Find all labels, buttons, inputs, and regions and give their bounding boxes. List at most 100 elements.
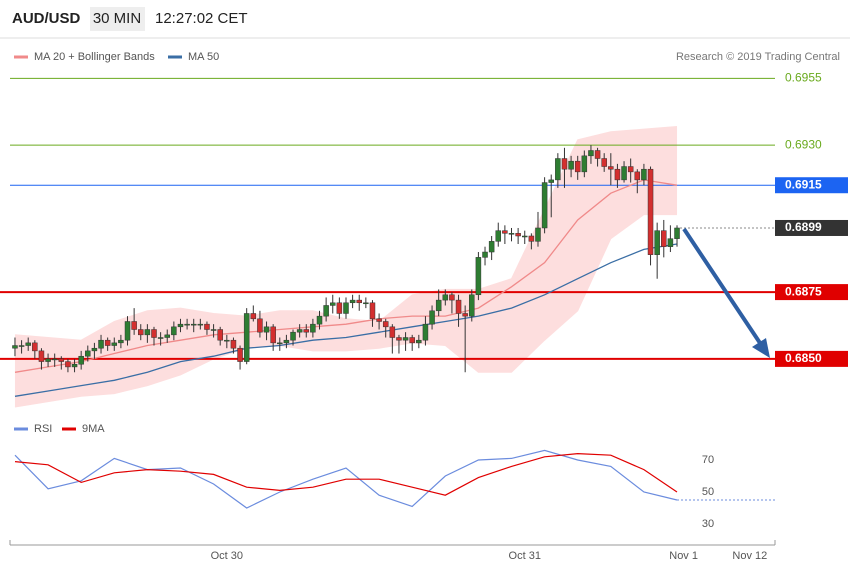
- candle-body: [469, 294, 475, 317]
- candle-body: [409, 337, 415, 344]
- candle-body: [237, 347, 243, 362]
- candle-body: [310, 323, 316, 333]
- rsi-line: [14, 449, 678, 509]
- candle-body: [303, 329, 310, 333]
- level-box: [775, 284, 848, 301]
- candle-body: [614, 168, 621, 181]
- candle-body: [376, 318, 382, 322]
- candle-body: [45, 358, 51, 362]
- legend-label: 9MA: [82, 423, 105, 435]
- candle-body: [435, 299, 442, 312]
- candle-body: [508, 233, 515, 235]
- candle-body: [402, 337, 409, 341]
- y-tick-label: 70: [702, 454, 714, 466]
- candle-body: [528, 235, 535, 242]
- candle-body: [608, 166, 614, 170]
- candle-body: [634, 171, 641, 181]
- candle-body: [204, 323, 210, 330]
- candle-body: [329, 302, 336, 306]
- candle-body: [85, 350, 91, 357]
- candle-body: [138, 329, 144, 336]
- plot: 0.6955 0.6930 0.6915 0.6899 0.6875 0.6850 MA 2…: [0, 51, 848, 562]
- candle-body: [71, 363, 78, 368]
- legend-label: MA 20 + Bollinger Bands: [34, 51, 155, 63]
- interval-box: [90, 7, 145, 31]
- candle-body: [475, 257, 482, 296]
- candle-body: [588, 150, 594, 157]
- credit: Research © 2019 Trading Central: [676, 51, 840, 63]
- candle-body: [111, 342, 118, 346]
- candle-body: [157, 337, 164, 339]
- candle-body: [535, 227, 541, 242]
- candle-body: [416, 339, 422, 344]
- candle-body: [422, 323, 429, 341]
- rsi-line: [14, 452, 678, 496]
- pair: AUD/USD: [12, 10, 81, 27]
- candle-body: [190, 323, 197, 326]
- candle-body: [171, 326, 177, 336]
- y-tick-label: 30: [702, 518, 714, 530]
- x-tick-label: Nov 12: [732, 550, 767, 562]
- candle-body: [661, 230, 667, 247]
- candle-body: [462, 313, 468, 317]
- level-label: 0.6875: [785, 284, 822, 298]
- candle-body: [290, 331, 296, 341]
- candle-body: [641, 168, 647, 181]
- arrow-head: [752, 338, 770, 358]
- x-tick-label: Oct 30: [211, 550, 243, 562]
- candle-body: [349, 299, 356, 304]
- candle-body: [12, 345, 18, 349]
- level-box: [775, 177, 848, 194]
- candle-body: [296, 329, 303, 333]
- band-fill: [14, 126, 678, 407]
- candle-body: [396, 337, 402, 341]
- candle-body: [561, 158, 568, 170]
- candle-body: [65, 361, 71, 368]
- candle-body: [521, 235, 528, 238]
- level-label: 0.6850: [785, 351, 822, 365]
- candle-body: [369, 302, 376, 320]
- candle-body: [667, 238, 674, 247]
- candle-body: [343, 302, 349, 314]
- candle-body: [581, 155, 588, 173]
- candle-body: [488, 241, 495, 253]
- candle-body: [627, 166, 634, 173]
- candle-body: [568, 160, 574, 170]
- candle-body: [495, 230, 502, 242]
- candle-body: [594, 150, 601, 159]
- ma-line: [14, 179, 678, 373]
- candle-body: [177, 323, 184, 328]
- candle-body: [38, 350, 45, 362]
- forecast-arrow: [682, 227, 764, 348]
- candle-body: [104, 339, 111, 346]
- candle-body: [283, 339, 290, 344]
- candle-body: [429, 310, 435, 325]
- candle-body: [91, 347, 98, 352]
- candle-body: [449, 294, 455, 301]
- candle-body: [389, 326, 396, 338]
- x-tick-label: Nov 1: [669, 550, 698, 562]
- candle-body: [243, 313, 250, 362]
- candle-body: [270, 326, 276, 344]
- x-tick-label: Oct 31: [509, 550, 541, 562]
- candle-body: [25, 342, 31, 346]
- candle-body: [250, 313, 257, 320]
- candle-body: [654, 230, 660, 255]
- candle-body: [210, 329, 217, 331]
- band-edge: [14, 214, 677, 408]
- candle-body: [316, 315, 323, 325]
- candle-body: [555, 158, 561, 181]
- candle-body: [455, 299, 462, 314]
- candle-body: [277, 342, 283, 345]
- legend-label: RSI: [34, 423, 52, 435]
- candle-body: [124, 321, 131, 341]
- candle-body: [131, 321, 137, 330]
- ma-line: [14, 243, 678, 397]
- candle-body: [230, 339, 237, 349]
- candle-body: [51, 358, 58, 361]
- level-box: [775, 219, 848, 236]
- candle-body: [224, 339, 230, 342]
- candle-body: [217, 329, 223, 341]
- candle-body: [482, 251, 488, 258]
- candle-body: [323, 305, 329, 317]
